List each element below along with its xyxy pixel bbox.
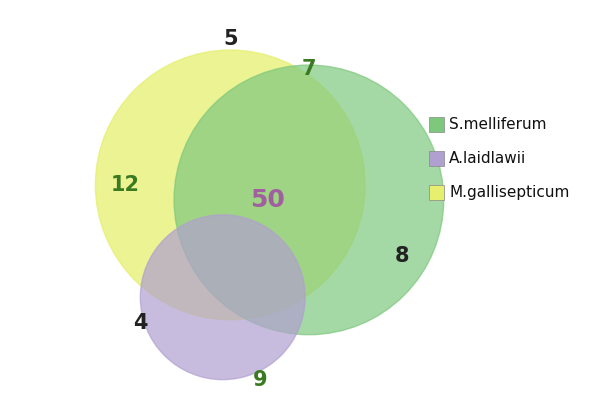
Text: 4: 4	[133, 314, 147, 333]
Text: 8: 8	[395, 246, 410, 266]
Circle shape	[141, 215, 305, 380]
FancyBboxPatch shape	[429, 118, 444, 133]
Text: 9: 9	[253, 369, 268, 390]
Text: A.laidlawii: A.laidlawii	[449, 151, 527, 166]
FancyBboxPatch shape	[429, 151, 444, 166]
Text: S.melliferum: S.melliferum	[449, 118, 547, 133]
Text: 50: 50	[251, 188, 285, 212]
Circle shape	[174, 65, 444, 335]
Text: 5: 5	[223, 29, 238, 49]
Text: 12: 12	[111, 175, 140, 195]
FancyBboxPatch shape	[429, 185, 444, 200]
Text: M.gallisepticum: M.gallisepticum	[449, 185, 570, 200]
Text: 7: 7	[301, 59, 316, 79]
Circle shape	[95, 50, 365, 320]
